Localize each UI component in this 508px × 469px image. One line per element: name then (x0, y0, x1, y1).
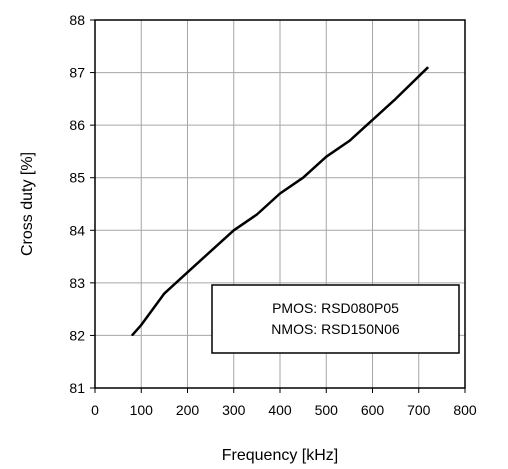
data-point (371, 119, 374, 121)
data-point (279, 192, 281, 195)
x-axis-title: Frequency [kHz] (222, 447, 338, 464)
y-tick-label: 86 (69, 117, 85, 133)
data-point (210, 250, 212, 252)
x-tick-label: 700 (407, 402, 431, 418)
data-point (140, 324, 142, 326)
x-tick-label: 200 (176, 402, 200, 418)
annotation-line-pmos: PMOS: RSD080P05 (272, 300, 399, 316)
y-tick-label: 84 (69, 222, 85, 238)
x-tick-label: 400 (268, 402, 292, 418)
data-point (302, 177, 304, 179)
data-point (256, 213, 258, 216)
x-tick-label: 800 (453, 402, 477, 418)
series-line (131, 66, 429, 337)
y-tick-label: 85 (69, 170, 85, 186)
y-tick-label: 83 (69, 275, 85, 291)
data-point (395, 98, 397, 100)
y-tick-label: 88 (69, 12, 85, 28)
series-group (131, 66, 429, 337)
y-axis-title: Cross duty [%] (19, 152, 36, 256)
y-tick-label: 87 (69, 65, 85, 81)
axis-ticks: 0 100 200 300 400 500 600 700 800 81 82 83 84 85 86 87 8… (69, 12, 476, 418)
data-point (427, 66, 429, 68)
annotation-frame (211, 284, 460, 354)
annotation-line-nmos: NMOS: RSD150N06 (271, 321, 400, 337)
data-point (233, 229, 235, 231)
x-tick-label: 300 (222, 402, 246, 418)
annotation-box: PMOS: RSD080P05 NMOS: RSD150N06 (211, 284, 460, 354)
data-point (348, 140, 350, 142)
y-tick-label: 81 (69, 380, 85, 396)
x-tick-label: 500 (315, 402, 339, 418)
y-tick-label: 82 (69, 327, 85, 343)
data-point (163, 292, 165, 294)
data-point (325, 156, 327, 158)
x-tick-label: 100 (130, 402, 154, 418)
x-tick-label: 0 (91, 402, 99, 418)
data-point (131, 334, 133, 337)
data-point (186, 271, 189, 273)
x-tick-label: 600 (361, 402, 385, 418)
